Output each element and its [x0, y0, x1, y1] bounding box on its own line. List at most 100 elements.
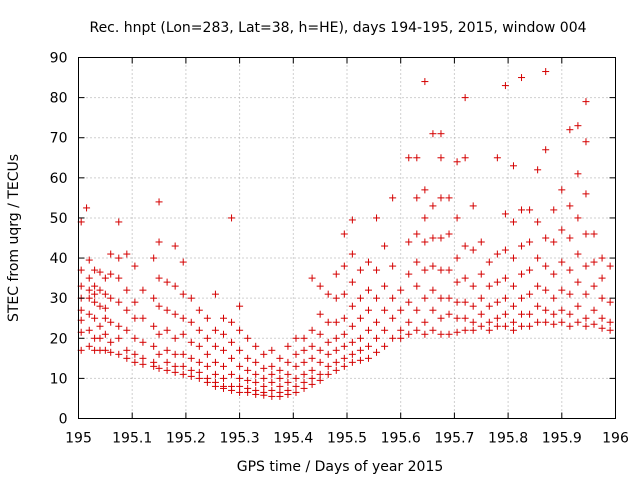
data-point [534, 254, 542, 262]
data-point [300, 358, 308, 366]
data-point [85, 256, 93, 264]
data-point [300, 346, 308, 354]
data-point [485, 282, 493, 290]
data-point [179, 362, 187, 370]
y-tick-label: 0 [59, 412, 68, 428]
data-point [292, 382, 300, 390]
y-tick-label: 40 [50, 251, 68, 267]
data-point [606, 298, 614, 306]
data-point [598, 324, 606, 332]
data-point [590, 282, 598, 290]
data-point [413, 306, 421, 314]
data-point [429, 234, 437, 242]
data-point [284, 342, 292, 350]
data-point [437, 234, 445, 242]
data-point [542, 306, 550, 314]
data-point [340, 342, 348, 350]
data-point [606, 262, 614, 270]
data-point [155, 274, 163, 282]
data-point [244, 388, 252, 396]
data-point [252, 378, 260, 386]
x-tick-label: 195.8 [488, 431, 528, 447]
data-point [139, 314, 147, 322]
data-point [96, 334, 104, 342]
data-point [163, 358, 171, 366]
data-point [421, 186, 429, 194]
data-point [582, 98, 590, 106]
data-point [155, 350, 163, 358]
data-point [445, 310, 453, 318]
data-point [381, 306, 389, 314]
data-point [373, 348, 381, 356]
data-point [574, 170, 582, 178]
x-tick-label: 195.3 [220, 431, 260, 447]
y-tick-label: 70 [50, 131, 68, 147]
data-point [340, 314, 348, 322]
data-point [526, 206, 534, 214]
data-point [348, 338, 356, 346]
data-point [421, 266, 429, 274]
x-tick-label: 195.6 [381, 431, 421, 447]
data-point [453, 214, 461, 222]
data-point [348, 250, 356, 258]
data-point [150, 294, 158, 302]
data-point [324, 290, 332, 298]
data-point [437, 330, 445, 338]
data-point [389, 294, 397, 302]
y-tick-label: 50 [50, 211, 68, 227]
data-point [469, 282, 477, 290]
data-point [518, 242, 526, 250]
data-point [445, 330, 453, 338]
data-point [115, 254, 123, 262]
data-point [219, 374, 227, 382]
data-point [405, 298, 413, 306]
data-point [268, 392, 276, 400]
data-point [397, 306, 405, 314]
data-point [252, 370, 260, 378]
data-point [526, 322, 534, 330]
data-point [332, 318, 340, 326]
data-point [211, 382, 219, 390]
data-point [373, 334, 381, 342]
data-point [598, 314, 606, 322]
data-point [340, 290, 348, 298]
data-point [493, 314, 501, 322]
data-point [429, 326, 437, 334]
data-point [187, 294, 195, 302]
data-point [509, 326, 517, 334]
data-point [501, 310, 509, 318]
data-point [244, 376, 252, 384]
data-point [373, 266, 381, 274]
data-point [421, 214, 429, 222]
data-point [518, 310, 526, 318]
data-point [518, 74, 526, 82]
data-point [574, 278, 582, 286]
data-point [574, 122, 582, 130]
data-point [131, 298, 139, 306]
data-point [324, 338, 332, 346]
data-point [542, 318, 550, 326]
data-point [101, 330, 109, 338]
data-point [292, 374, 300, 382]
data-point [582, 322, 590, 330]
data-point [356, 314, 364, 322]
x-tick-label: 195.9 [542, 431, 582, 447]
data-point [260, 374, 268, 382]
data-point [179, 350, 187, 358]
y-tick-label: 30 [50, 291, 68, 307]
data-point [308, 274, 316, 282]
data-point [219, 314, 227, 322]
data-point [91, 282, 99, 290]
data-point [534, 166, 542, 174]
data-point [211, 290, 219, 298]
data-point [566, 202, 574, 210]
data-point [421, 294, 429, 302]
data-point [91, 314, 99, 322]
data-point [308, 326, 316, 334]
data-point [155, 330, 163, 338]
x-tick-label: 195.5 [327, 431, 367, 447]
data-point [211, 326, 219, 334]
data-point [316, 346, 324, 354]
data-point [501, 246, 509, 254]
x-tick-label: 195.7 [434, 431, 474, 447]
